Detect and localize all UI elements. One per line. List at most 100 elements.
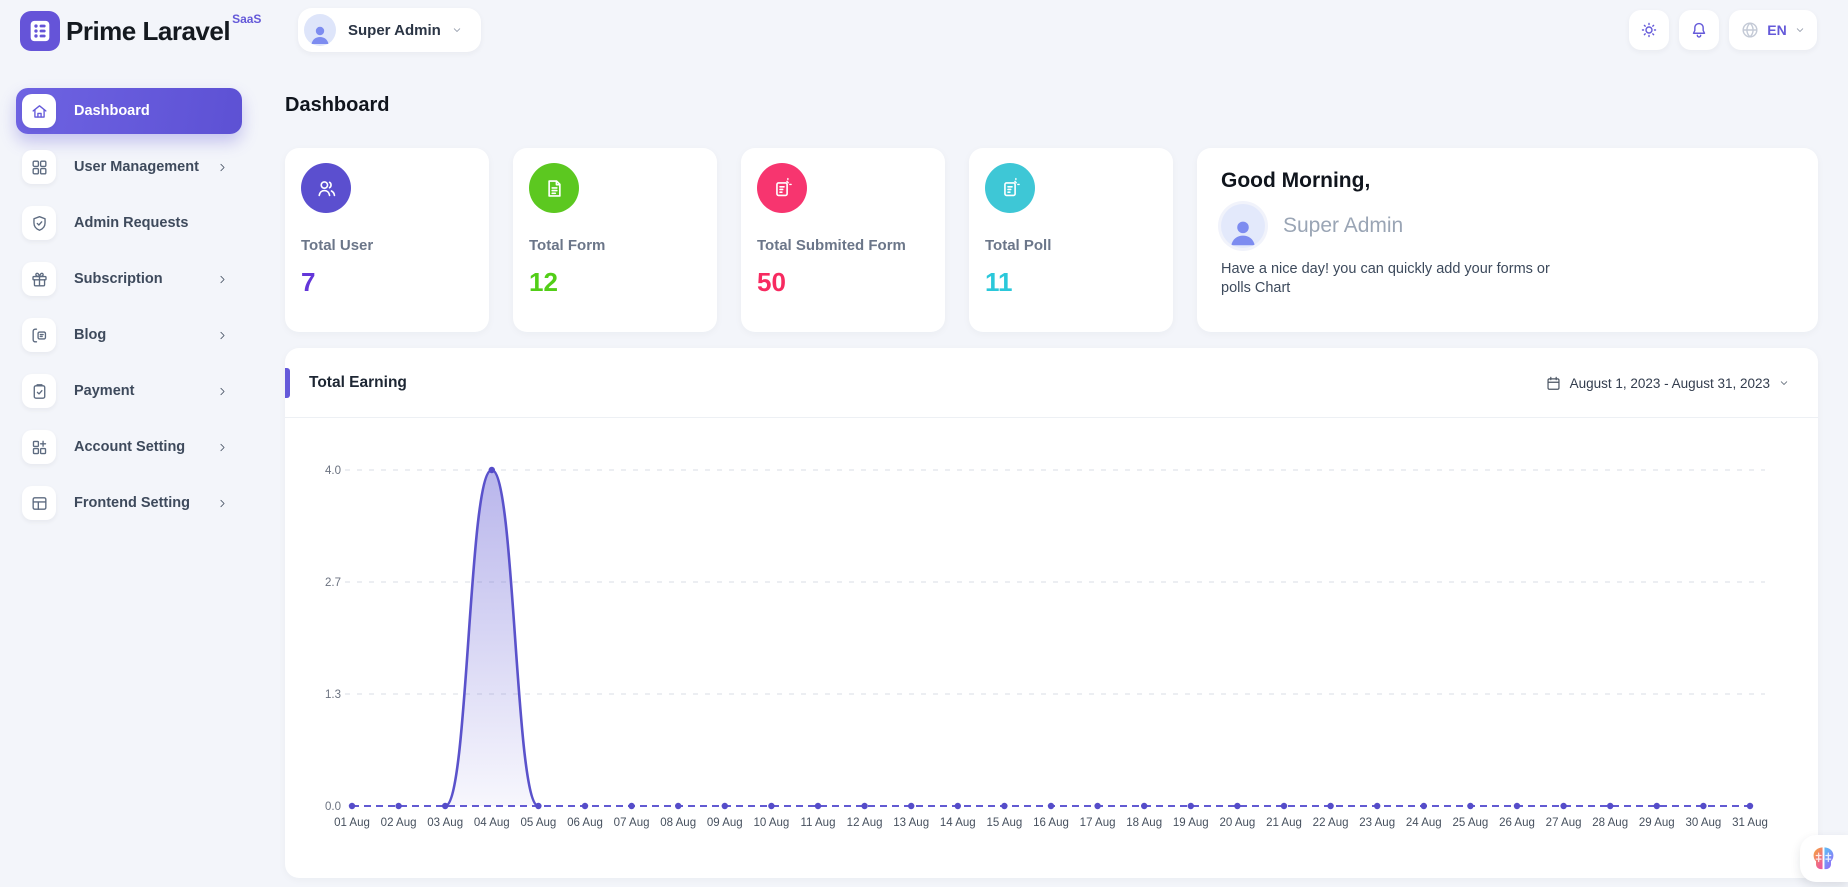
chevron-right-icon xyxy=(217,386,228,397)
stat-card-total-form[interactable]: Total Form 12 xyxy=(513,148,717,332)
svg-text:4.0: 4.0 xyxy=(325,465,341,477)
theme-toggle-button[interactable] xyxy=(1629,10,1669,50)
sidebar-icon-box xyxy=(22,430,56,464)
sidebar-item-user-management[interactable]: User Management xyxy=(16,144,242,190)
sidebar-item-account-setting[interactable]: Account Setting xyxy=(16,424,242,470)
svg-text:06 Aug: 06 Aug xyxy=(567,817,603,829)
form-edit-icon xyxy=(999,177,1022,200)
svg-text:20 Aug: 20 Aug xyxy=(1219,817,1255,829)
svg-text:11 Aug: 11 Aug xyxy=(801,817,836,829)
svg-text:18 Aug: 18 Aug xyxy=(1126,817,1162,829)
stat-label: Total Submited Form xyxy=(757,237,906,254)
svg-text:24 Aug: 24 Aug xyxy=(1406,817,1442,829)
brand-badge: SaaS xyxy=(232,12,262,26)
chevron-right-icon xyxy=(217,498,228,509)
home-icon xyxy=(30,102,49,121)
svg-text:29 Aug: 29 Aug xyxy=(1639,817,1675,829)
svg-text:19 Aug: 19 Aug xyxy=(1173,817,1209,829)
svg-text:14 Aug: 14 Aug xyxy=(940,817,976,829)
sidebar-item-label: Account Setting xyxy=(74,439,186,455)
sidebar-item-label: Subscription xyxy=(74,271,163,287)
chevron-right-icon xyxy=(217,162,228,173)
svg-text:08 Aug: 08 Aug xyxy=(660,817,696,829)
stats-row: Total User 7 Total Form 12 Total Submite… xyxy=(285,148,1818,332)
sidebar-item-payment[interactable]: Payment xyxy=(16,368,242,414)
svg-text:10 Aug: 10 Aug xyxy=(753,817,789,829)
svg-text:22 Aug: 22 Aug xyxy=(1313,817,1349,829)
svg-text:05 Aug: 05 Aug xyxy=(520,817,556,829)
svg-text:03 Aug: 03 Aug xyxy=(427,817,463,829)
stat-icon-circle xyxy=(529,163,579,213)
sidebar-icon-box xyxy=(22,262,56,296)
svg-text:15 Aug: 15 Aug xyxy=(986,817,1022,829)
greeting-title: Good Morning, xyxy=(1221,169,1371,192)
chart-title: Total Earning xyxy=(309,373,407,391)
svg-text:30 Aug: 30 Aug xyxy=(1685,817,1721,829)
brand-logo[interactable]: Prime Laravel SaaS xyxy=(20,11,261,51)
chevron-down-icon xyxy=(1794,24,1806,36)
sidebar-item-admin-requests[interactable]: Admin Requests xyxy=(16,200,242,246)
svg-text:1.3: 1.3 xyxy=(325,689,341,701)
sidebar-item-dashboard[interactable]: Dashboard xyxy=(16,88,242,134)
sidebar-item-label: Admin Requests xyxy=(74,215,189,231)
top-bar: Prime Laravel SaaS Super Admin EN xyxy=(0,0,1848,60)
sidebar: Dashboard User Management Admin Requests… xyxy=(16,88,242,526)
user-avatar xyxy=(304,14,336,46)
earning-area-chart[interactable]: 0.0 1.3 2.7 4.0 01 Aug 02 Aug 03 Aug 04 Aug 05 A… xyxy=(285,450,1818,850)
stat-label: Total Form xyxy=(529,237,606,254)
stat-card-total-poll[interactable]: Total Poll 11 xyxy=(969,148,1173,332)
stat-card-total-user[interactable]: Total User 7 xyxy=(285,148,489,332)
brain-icon xyxy=(1809,844,1838,873)
svg-text:0.0: 0.0 xyxy=(325,801,341,813)
user-menu-button[interactable]: Super Admin xyxy=(298,8,481,52)
svg-text:23 Aug: 23 Aug xyxy=(1359,817,1395,829)
ai-assistant-button[interactable] xyxy=(1800,835,1848,882)
accent-bar xyxy=(285,368,290,398)
greeting-avatar xyxy=(1221,204,1265,248)
svg-text:25 Aug: 25 Aug xyxy=(1452,817,1488,829)
sidebar-item-subscription[interactable]: Subscription xyxy=(16,256,242,302)
page-title: Dashboard xyxy=(285,94,390,116)
chevron-right-icon xyxy=(217,442,228,453)
svg-text:31 Aug: 31 Aug xyxy=(1732,817,1768,829)
sidebar-icon-box xyxy=(22,150,56,184)
form-edit-icon xyxy=(771,177,794,200)
calendar-icon xyxy=(1545,375,1562,392)
form-logo-icon xyxy=(20,11,60,51)
greeting-user-row: Super Admin xyxy=(1221,204,1794,248)
stat-card-total-submited-form[interactable]: Total Submited Form 50 xyxy=(741,148,945,332)
chart-header: Total Earning August 1, 2023 - August 31… xyxy=(285,348,1818,418)
greeting-user-name: Super Admin xyxy=(1283,214,1404,237)
svg-text:17 Aug: 17 Aug xyxy=(1080,817,1116,829)
shield-check-icon xyxy=(30,214,49,233)
svg-text:28 Aug: 28 Aug xyxy=(1592,817,1628,829)
blog-icon xyxy=(30,326,49,345)
date-range-text: August 1, 2023 - August 31, 2023 xyxy=(1569,375,1770,391)
sidebar-item-label: User Management xyxy=(74,159,199,175)
file-text-icon xyxy=(543,177,566,200)
svg-text:2.7: 2.7 xyxy=(325,577,341,589)
notifications-button[interactable] xyxy=(1679,10,1719,50)
language-selector[interactable]: EN xyxy=(1729,10,1817,50)
svg-text:16 Aug: 16 Aug xyxy=(1033,817,1069,829)
stat-label: Total Poll xyxy=(985,237,1052,254)
sidebar-item-label: Blog xyxy=(74,327,107,343)
brand-name: Prime Laravel xyxy=(66,16,231,46)
date-range-selector[interactable]: August 1, 2023 - August 31, 2023 xyxy=(1545,348,1790,418)
svg-text:02 Aug: 02 Aug xyxy=(381,817,417,829)
clipboard-check-icon xyxy=(30,382,49,401)
gift-icon xyxy=(30,270,49,289)
sidebar-item-frontend-setting[interactable]: Frontend Setting xyxy=(16,480,242,526)
top-actions: EN xyxy=(1629,10,1817,50)
user-name: Super Admin xyxy=(348,21,441,39)
sidebar-icon-box xyxy=(22,206,56,240)
sidebar-icon-box xyxy=(22,486,56,520)
sidebar-item-blog[interactable]: Blog xyxy=(16,312,242,358)
chevron-right-icon xyxy=(217,330,228,341)
layout-icon xyxy=(30,494,49,513)
sidebar-icon-box xyxy=(22,318,56,352)
svg-text:13 Aug: 13 Aug xyxy=(893,817,929,829)
stat-icon-circle xyxy=(757,163,807,213)
chevron-right-icon xyxy=(217,274,228,285)
